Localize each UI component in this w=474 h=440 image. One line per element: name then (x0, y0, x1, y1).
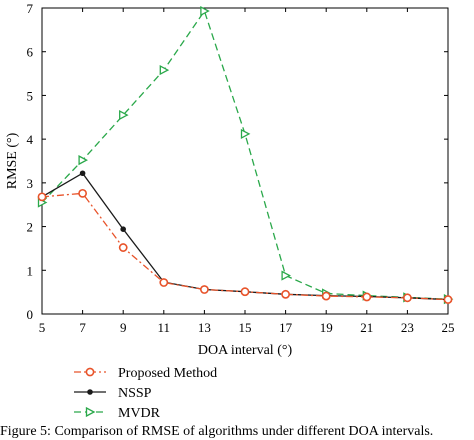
y-tick-label: 5 (27, 88, 34, 103)
data-point-mvdr (281, 270, 291, 281)
x-tick-label: 7 (79, 320, 86, 335)
legend-item-mvdr: MVDR (74, 406, 161, 421)
data-point-proposed-method (321, 291, 331, 301)
figure-caption: Figure 5: Comparison of RMSE of algorith… (0, 424, 434, 439)
x-tick-label: 19 (320, 320, 333, 335)
legend-marker (85, 367, 95, 377)
data-point-mvdr (78, 155, 88, 166)
legend-label: Proposed Method (118, 366, 217, 381)
data-point-proposed-method (159, 278, 169, 287)
x-tick-label: 21 (360, 320, 373, 335)
x-tick-label: 17 (279, 320, 293, 335)
series-line-nssp (41, 172, 449, 301)
data-point-proposed-method (402, 293, 412, 303)
y-tick-label: 3 (27, 176, 34, 191)
y-tick-label: 0 (27, 307, 34, 322)
y-tick-label: 1 (27, 263, 34, 278)
y-axis-title: RMSE (°) (5, 132, 20, 189)
legend: Proposed Method NSSP MVDR (74, 366, 217, 421)
series-line-proposed-method (41, 192, 449, 301)
legend-label: NSSP (118, 386, 152, 401)
data-point-proposed-method (362, 292, 372, 302)
series-nssp (39, 170, 451, 303)
data-point-proposed-method (37, 192, 47, 202)
data-point-mvdr (200, 5, 210, 17)
data-point-proposed-method (443, 295, 453, 304)
data-point-mvdr (159, 64, 170, 76)
data-point-nssp (79, 170, 86, 177)
plot-area (41, 7, 449, 315)
data-point-proposed-method (78, 188, 87, 198)
x-axis-title: DOA interval (°) (198, 343, 293, 358)
legend-marker (87, 389, 93, 395)
series-layer (37, 5, 454, 305)
x-tick-label: 23 (401, 320, 414, 335)
data-point-mvdr (240, 128, 251, 139)
x-tick-label: 11 (158, 320, 171, 335)
data-point-proposed-method (281, 289, 290, 299)
data-point-mvdr (119, 110, 129, 121)
y-tick-label: 4 (27, 132, 34, 147)
data-point-proposed-method (240, 287, 250, 297)
x-tick-label: 13 (198, 320, 211, 335)
series-proposed-method (37, 188, 453, 304)
legend-item-proposed-method: Proposed Method (74, 366, 217, 381)
series-mvdr (37, 5, 454, 305)
y-tick-label: 7 (27, 1, 34, 16)
legend-label: MVDR (118, 406, 161, 421)
series-line-mvdr (41, 9, 449, 300)
x-tick-label: 25 (442, 320, 455, 335)
x-tick-label: 9 (120, 320, 127, 335)
data-point-nssp (120, 226, 126, 232)
data-point-proposed-method (199, 285, 209, 294)
axis-ticks (41, 7, 449, 315)
y-tick-label: 2 (27, 220, 34, 235)
data-point-proposed-method (118, 243, 128, 252)
x-tick-label: 15 (239, 320, 252, 335)
y-tick-label: 6 (27, 45, 34, 60)
legend-item-nssp: NSSP (74, 386, 152, 401)
legend-marker (85, 406, 96, 418)
x-tick-label: 5 (39, 320, 46, 335)
